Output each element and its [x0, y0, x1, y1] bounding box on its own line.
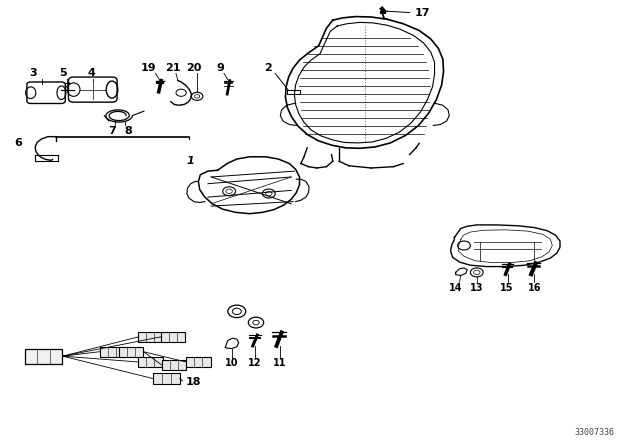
Text: 6: 6 [14, 138, 22, 148]
Text: 8: 8 [124, 126, 132, 136]
Bar [138, 332, 163, 342]
Text: 20: 20 [186, 63, 202, 73]
Text: 12: 12 [248, 358, 262, 368]
Text: 13: 13 [470, 283, 484, 293]
Text: 3: 3 [29, 69, 37, 78]
Text: 11: 11 [273, 358, 287, 368]
Text: 18: 18 [186, 377, 201, 387]
Text: 4: 4 [88, 69, 95, 78]
Bar [153, 373, 180, 384]
Text: 2: 2 [264, 63, 271, 73]
Bar [100, 347, 124, 357]
Text: 15: 15 [500, 283, 514, 293]
Text: 14: 14 [449, 283, 463, 293]
Text: 33007336: 33007336 [575, 428, 614, 437]
Text: 21: 21 [165, 63, 180, 73]
Text: 17: 17 [415, 8, 430, 17]
Text: 10: 10 [225, 358, 239, 368]
Text: 7: 7 [108, 126, 116, 136]
Bar [161, 332, 185, 342]
Text: 19: 19 [141, 63, 156, 73]
Text: 5: 5 [59, 69, 67, 78]
Text: 16: 16 [527, 283, 541, 293]
Text: 9: 9 [217, 63, 225, 73]
Bar [25, 349, 62, 364]
Bar [186, 357, 211, 367]
Bar [119, 347, 143, 357]
Bar [138, 357, 163, 367]
Bar [162, 360, 186, 370]
Text: 1: 1 [187, 156, 195, 166]
